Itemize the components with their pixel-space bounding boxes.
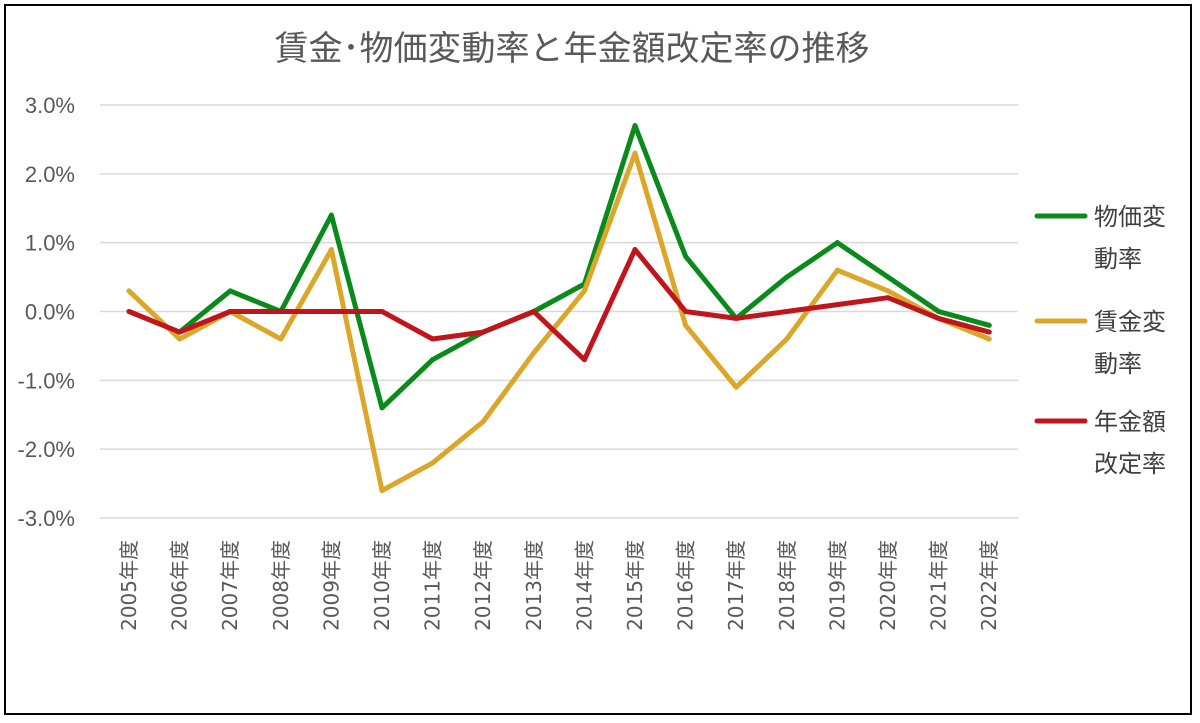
data-point: [581, 357, 587, 363]
x-tick-label: 2014年度: [572, 540, 596, 631]
x-tick-label: 2021年度: [927, 540, 951, 631]
data-point: [379, 487, 385, 493]
data-point: [430, 357, 436, 363]
data-point: [936, 315, 942, 321]
data-point: [885, 274, 891, 280]
data-point: [430, 336, 436, 342]
x-tick-label: 2012年度: [471, 540, 495, 631]
data-point: [126, 288, 132, 294]
series-2: [126, 150, 992, 493]
data-point: [834, 240, 840, 246]
x-tick-label: 2008年度: [269, 540, 293, 631]
x-tick-label: 2019年度: [825, 540, 849, 631]
data-point: [632, 150, 638, 156]
legend-label: 年金額: [1094, 408, 1166, 436]
chart-title: 賃金･物価変動率と年金額改定率の推移: [275, 29, 870, 69]
x-axis-ticks: 2005年度 2006年度 2007年度 2008年度 2009年度 2010年度 2011…: [117, 540, 1001, 631]
series-3: [126, 247, 992, 363]
data-point: [227, 309, 233, 314]
x-tick-label: 2005年度: [117, 540, 141, 631]
data-point: [227, 288, 233, 294]
series-line: [126, 247, 992, 363]
y-tick-label: -3.0%: [18, 506, 75, 531]
data-point: [733, 315, 739, 321]
legend-label: 動率: [1094, 245, 1142, 273]
data-point: [986, 322, 992, 328]
data-point: [632, 123, 638, 129]
data-point: [480, 329, 486, 335]
series-1: [177, 123, 992, 411]
data-point: [784, 309, 790, 314]
y-tick-label: -2.0%: [18, 437, 75, 462]
y-axis-ticks: 3.0% 2.0% 1.0% 0.0% -1.0% -2.0% -3.0%: [18, 93, 75, 531]
data-point: [834, 267, 840, 273]
data-point: [632, 247, 638, 253]
data-point: [834, 302, 840, 308]
series-line: [126, 150, 992, 493]
x-tick-label: 2016年度: [674, 540, 698, 631]
data-point: [379, 405, 385, 411]
data-point: [328, 309, 334, 314]
data-point: [581, 288, 587, 294]
y-tick-label: 0.0%: [25, 300, 75, 325]
x-tick-label: 2006年度: [168, 540, 192, 631]
data-point: [683, 322, 689, 328]
series-line: [177, 123, 992, 411]
legend-label: 改定率: [1094, 450, 1166, 478]
y-tick-label: -1.0%: [18, 368, 75, 393]
data-point: [531, 350, 537, 356]
data-point: [784, 274, 790, 280]
data-point: [683, 309, 689, 314]
data-point: [430, 460, 436, 466]
data-point: [683, 253, 689, 259]
chart-frame: [4, 4, 1192, 715]
gridlines: [100, 104, 1018, 519]
legend-label: 動率: [1094, 350, 1142, 378]
x-tick-label: 2017年度: [724, 540, 748, 631]
y-tick-label: 1.0%: [25, 231, 75, 256]
data-point: [480, 419, 486, 425]
x-tick-label: 2018年度: [775, 540, 799, 631]
data-point: [177, 329, 183, 335]
data-point: [885, 295, 891, 301]
data-point: [986, 329, 992, 335]
legend-label: 賃金変: [1094, 308, 1166, 336]
data-point: [936, 309, 942, 314]
data-point: [278, 336, 284, 342]
x-tick-label: 2007年度: [218, 540, 242, 631]
data-point: [784, 336, 790, 342]
data-point: [885, 288, 891, 294]
data-point: [986, 336, 992, 342]
x-tick-label: 2013年度: [522, 540, 546, 631]
x-tick-label: 2010年度: [370, 540, 394, 631]
x-tick-label: 2020年度: [876, 540, 900, 631]
series-lines: [126, 123, 992, 493]
x-tick-label: 2022年度: [977, 540, 1001, 631]
legend-label: 物価変: [1094, 203, 1166, 231]
x-tick-label: 2009年度: [319, 540, 343, 631]
data-point: [531, 309, 537, 314]
data-point: [328, 247, 334, 253]
data-point: [733, 384, 739, 390]
y-tick-label: 2.0%: [25, 162, 75, 187]
data-point: [177, 336, 183, 342]
data-point: [379, 309, 385, 314]
data-point: [278, 309, 284, 314]
data-point: [126, 309, 132, 314]
x-tick-label: 2015年度: [623, 540, 647, 631]
data-point: [328, 212, 334, 218]
y-tick-label: 3.0%: [25, 93, 75, 118]
x-tick-label: 2011年度: [421, 540, 445, 631]
